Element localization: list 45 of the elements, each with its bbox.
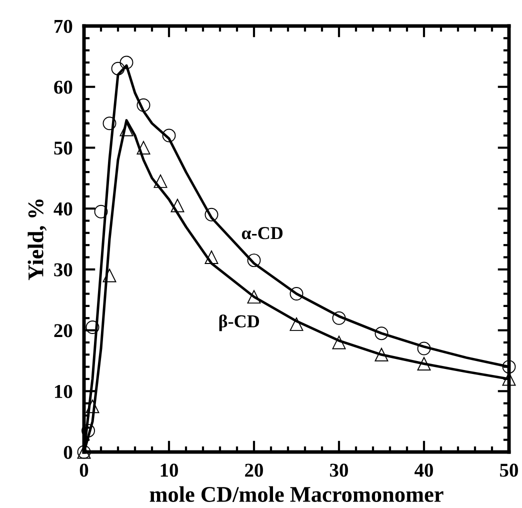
point (102, 116, 116, 130)
point (120, 122, 134, 136)
point (136, 140, 150, 154)
y-tick-label: 40 (54, 202, 72, 216)
y-tick-label: 0 (64, 446, 72, 459)
point (332, 311, 346, 325)
point (86, 400, 100, 414)
series-label: α-CD (242, 227, 283, 240)
y-tick-label: 70 (54, 20, 72, 33)
y-tick-label: 30 (54, 263, 72, 276)
point (170, 198, 184, 212)
x-tick-label: 40 (414, 464, 433, 477)
point (136, 98, 150, 112)
point (374, 326, 388, 340)
point (111, 62, 125, 76)
y-tick-label: 20 (54, 324, 72, 338)
x-axis-title: mole CD/mole Macromonomer (150, 486, 444, 502)
point (120, 56, 134, 70)
point (290, 287, 304, 301)
y-tick-label: 10 (55, 384, 72, 398)
point (102, 268, 116, 282)
x-tick-label: 50 (500, 464, 518, 477)
point (247, 254, 261, 268)
x-tick-label: 0 (80, 464, 88, 477)
point (204, 250, 218, 264)
y-tick-label: 50 (54, 142, 72, 155)
point (374, 348, 388, 362)
point (162, 128, 176, 142)
point (290, 317, 304, 331)
series-label: β-CD (219, 314, 260, 332)
x-tick-label: 10 (160, 464, 178, 477)
point (247, 290, 261, 304)
point (417, 342, 431, 356)
x-tick-label: 30 (330, 464, 348, 477)
x-tick-label: 20 (245, 464, 263, 477)
point (154, 174, 168, 188)
point (86, 320, 100, 334)
point (82, 424, 95, 438)
point (417, 357, 431, 370)
point (204, 208, 218, 222)
y-tick-label: 60 (54, 80, 72, 94)
point (332, 336, 346, 350)
point (94, 204, 108, 218)
point (502, 360, 516, 374)
y-axis-title: Yield, % (28, 200, 47, 280)
